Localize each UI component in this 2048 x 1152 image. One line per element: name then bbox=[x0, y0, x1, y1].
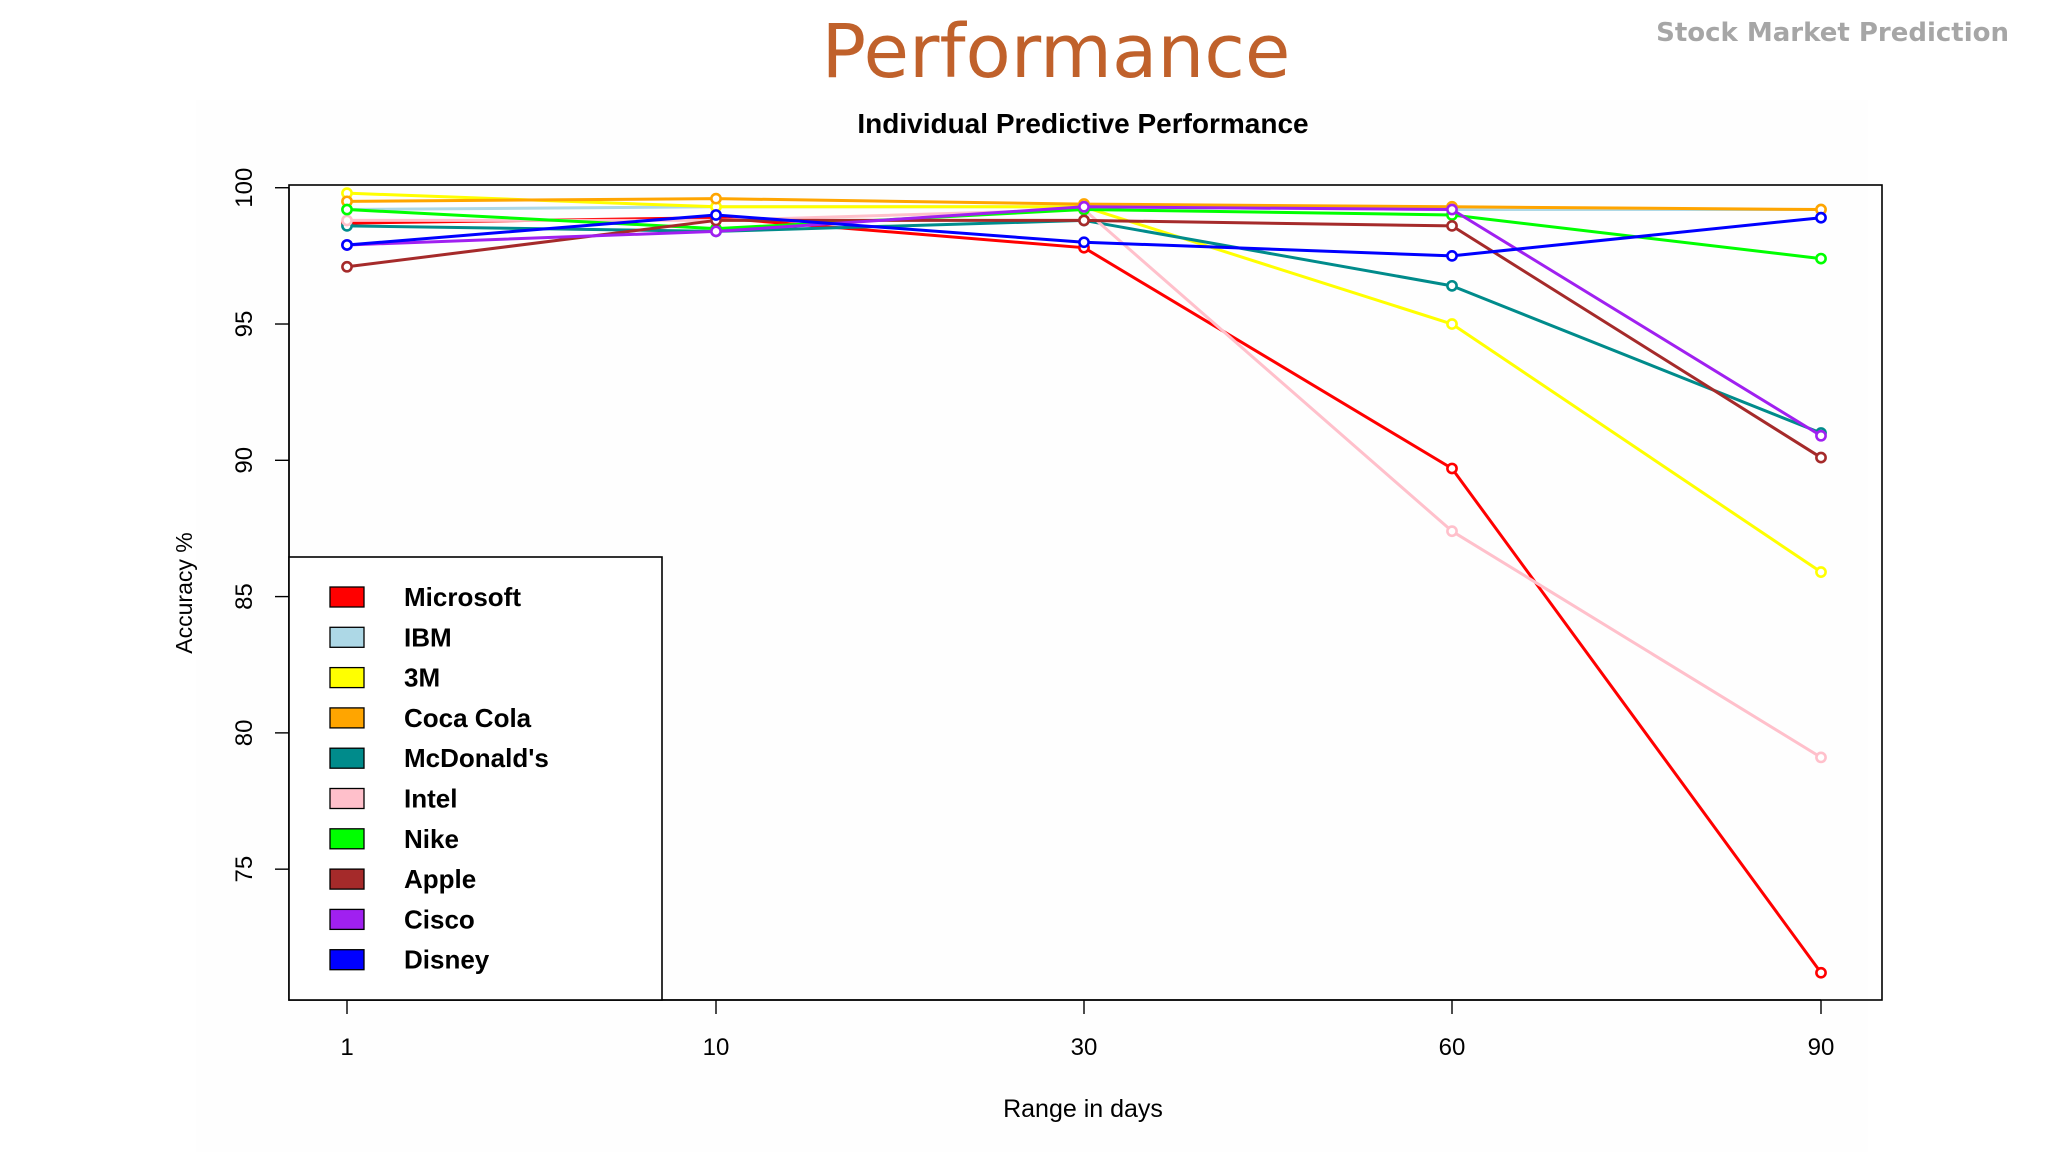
legend-swatch bbox=[329, 707, 365, 729]
data-point bbox=[341, 260, 353, 273]
data-point bbox=[341, 203, 353, 216]
y-tick-label: 80 bbox=[231, 720, 258, 747]
legend-swatch bbox=[329, 868, 365, 890]
legend: Microsoft IBM 3M Coca Cola McDonald's Intel Ni… bbox=[288, 556, 663, 1001]
series-disney bbox=[341, 209, 1827, 262]
legend-swatch bbox=[329, 787, 365, 810]
x-tick-label: 1 bbox=[340, 1034, 353, 1061]
legend-label: Apple bbox=[404, 864, 476, 894]
legend-box bbox=[288, 556, 663, 1001]
data-point bbox=[1815, 252, 1827, 265]
slide-tag: Stock Market Prediction bbox=[1656, 18, 2009, 48]
data-point bbox=[1815, 966, 1827, 979]
legend-swatch bbox=[329, 626, 365, 648]
data-point bbox=[1446, 525, 1458, 538]
data-point bbox=[1446, 279, 1458, 292]
data-point bbox=[341, 214, 353, 227]
data-point bbox=[341, 239, 353, 251]
data-point bbox=[1446, 462, 1458, 475]
legend-swatch bbox=[329, 586, 365, 608]
data-point bbox=[1078, 214, 1090, 227]
y-tick-label: 90 bbox=[231, 447, 258, 474]
legend-swatch bbox=[329, 908, 365, 931]
y-tick-label: 75 bbox=[231, 856, 258, 883]
x-tick-label: 60 bbox=[1439, 1034, 1466, 1061]
legend-swatch bbox=[329, 828, 365, 850]
legend-swatch bbox=[329, 666, 365, 689]
data-point bbox=[1815, 566, 1827, 578]
data-point bbox=[710, 209, 722, 221]
data-point bbox=[1078, 236, 1090, 249]
data-point bbox=[1078, 200, 1090, 213]
y-tick-label: 95 bbox=[231, 311, 258, 338]
legend-swatch bbox=[329, 747, 365, 769]
data-point bbox=[1446, 203, 1458, 216]
series-nike bbox=[341, 203, 1827, 265]
legend-label: Nike bbox=[404, 824, 459, 854]
chart-title: Individual Predictive Performance bbox=[857, 108, 1308, 139]
legend-label: McDonald's bbox=[404, 743, 549, 773]
legend-label: IBM bbox=[404, 622, 452, 652]
y-tick-label: 85 bbox=[231, 583, 258, 610]
legend-label: Microsoft bbox=[404, 582, 521, 612]
legend-swatch bbox=[329, 949, 365, 971]
legend-label: Cisco bbox=[404, 904, 475, 934]
data-point bbox=[710, 225, 722, 238]
x-tick-label: 90 bbox=[1808, 1034, 1835, 1061]
legend-label: Intel bbox=[404, 784, 457, 814]
data-point bbox=[1446, 219, 1458, 232]
slide-title: Performance bbox=[821, 9, 1291, 95]
series-layer bbox=[341, 187, 1827, 979]
data-point bbox=[1446, 249, 1458, 262]
data-point bbox=[1815, 451, 1827, 464]
x-tick-label: 10 bbox=[703, 1034, 730, 1061]
data-point bbox=[1815, 429, 1827, 442]
data-point bbox=[1815, 751, 1827, 764]
data-point bbox=[710, 192, 722, 205]
data-point bbox=[1815, 211, 1827, 224]
x-tick-label: 30 bbox=[1071, 1034, 1098, 1061]
legend-label: Coca Cola bbox=[404, 703, 532, 733]
legend-label: 3M bbox=[404, 663, 440, 693]
x-axis: 1 10 30 60 90 bbox=[340, 999, 1835, 1061]
y-axis-label: Accuracy % bbox=[171, 532, 197, 653]
data-point bbox=[1446, 318, 1458, 330]
y-axis: 75 80 85 90 95 100 bbox=[231, 168, 290, 883]
legend-label: Disney bbox=[404, 945, 490, 975]
y-tick-label: 100 bbox=[231, 168, 258, 208]
x-axis-label: Range in days bbox=[1003, 1095, 1163, 1123]
